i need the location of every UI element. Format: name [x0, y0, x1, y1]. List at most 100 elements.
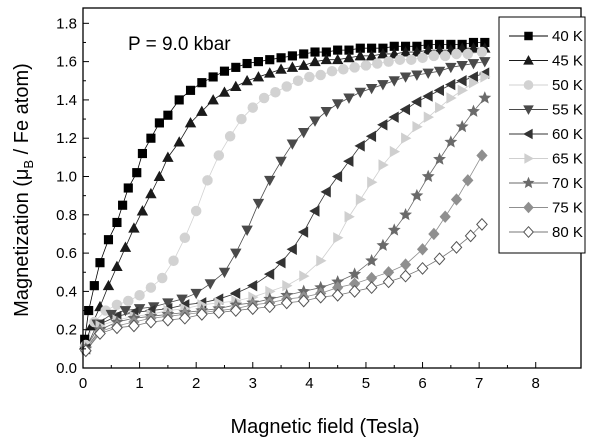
- legend: 40 K 45 K 50 K 55 K 60 K 65 K 70 K 75 K 80 K: [498, 16, 586, 254]
- data-point-50K: [145, 282, 157, 293]
- data-point-50K: [304, 71, 315, 83]
- data-point-80K: [195, 307, 208, 321]
- legend-marker: [524, 153, 534, 164]
- data-point-40K: [103, 235, 114, 245]
- legend-marker: [524, 31, 533, 41]
- data-point-50K: [236, 113, 247, 125]
- data-point-55K: [252, 198, 265, 210]
- data-point-80K: [246, 302, 259, 316]
- data-point-45K: [119, 241, 132, 252]
- legend-label: 75 K: [552, 200, 583, 217]
- y-tick-label: 0.8: [56, 207, 77, 224]
- legend-marker: [522, 176, 535, 189]
- x-tick-label: 3: [249, 375, 257, 392]
- data-point-60K: [286, 243, 297, 255]
- data-point-50K: [349, 62, 360, 73]
- data-point-60K: [275, 256, 286, 269]
- data-point-45K: [297, 59, 310, 70]
- data-point-80K: [94, 327, 106, 340]
- data-point-45K: [241, 74, 253, 86]
- data-point-45K: [399, 46, 412, 57]
- data-point-55K: [365, 83, 378, 95]
- data-point-65K: [435, 101, 446, 114]
- data-point-60K: [246, 279, 258, 292]
- data-point-55K: [422, 68, 434, 79]
- data-point-65K: [423, 111, 435, 123]
- data-point-40K: [265, 55, 275, 65]
- x-tick-label: 2: [192, 375, 200, 392]
- data-point-50K: [383, 56, 394, 67]
- data-point-65K: [355, 193, 367, 206]
- y-tick-label: 1.8: [56, 15, 77, 32]
- data-point-50K: [247, 102, 259, 113]
- data-point-55K: [275, 156, 287, 168]
- data-point-55K: [445, 62, 457, 74]
- data-point-80K: [212, 306, 225, 319]
- data-point-55K: [286, 139, 299, 150]
- data-point-50K: [372, 58, 383, 69]
- legend-label: 55 K: [552, 102, 583, 119]
- data-point-75K: [428, 227, 440, 241]
- y-tick-label: 0.6: [56, 245, 77, 262]
- data-point-40K: [242, 58, 252, 69]
- data-point-40K: [333, 45, 343, 55]
- data-point-55K: [264, 175, 276, 187]
- data-point-40K: [174, 95, 184, 105]
- data-point-50K: [292, 75, 304, 87]
- data-point-55K: [411, 70, 423, 81]
- data-point-45K: [111, 260, 123, 271]
- legend-label: 70 K: [552, 175, 583, 192]
- data-point-40K: [154, 118, 164, 128]
- data-point-65K: [333, 232, 344, 244]
- data-point-40K: [253, 57, 263, 67]
- data-point-50K: [462, 48, 474, 60]
- data-point-55K: [162, 298, 174, 309]
- data-point-40K: [287, 51, 297, 61]
- data-point-70K: [376, 238, 390, 251]
- data-point-80K: [433, 252, 446, 266]
- pressure-annotation: P = 9.0 kbar: [128, 34, 231, 55]
- data-point-80K: [178, 311, 191, 325]
- legend-label: 50 K: [552, 77, 583, 94]
- data-point-55K: [176, 294, 188, 305]
- data-point-40K: [197, 78, 207, 88]
- data-point-55K: [433, 66, 446, 78]
- data-point-45K: [354, 50, 367, 61]
- data-point-50K: [111, 299, 123, 311]
- data-point-45K: [207, 94, 219, 105]
- legend-marker: [523, 105, 534, 115]
- data-point-80K: [331, 288, 344, 302]
- data-point-55K: [331, 99, 344, 110]
- data-point-50K: [270, 87, 281, 98]
- data-point-45K: [184, 117, 197, 128]
- y-axis-ticks: 0.0 0.2 0.4 0.6 0.8 1.0 1.2 1.4 1.6 1.8: [56, 15, 89, 377]
- data-point-55K: [399, 72, 412, 83]
- data-point-60K: [388, 111, 399, 123]
- legend-label: 60 K: [552, 126, 583, 143]
- legend-label: 45 K: [552, 53, 583, 70]
- data-point-45K: [377, 48, 389, 59]
- data-point-80K: [111, 321, 123, 335]
- data-point-65K: [446, 92, 457, 104]
- data-point-55K: [241, 225, 253, 236]
- data-point-45K: [320, 53, 333, 65]
- data-point-55K: [309, 116, 321, 127]
- data-point-50K: [338, 64, 349, 75]
- x-axis-title: Magnetic field (Tesla): [231, 416, 420, 438]
- data-point-55K: [119, 306, 132, 317]
- y-tick-label: 1.6: [56, 54, 77, 71]
- data-point-50K: [224, 131, 236, 142]
- data-point-40K: [123, 183, 133, 193]
- data-point-45K: [264, 67, 276, 78]
- data-point-40K: [146, 133, 156, 143]
- data-point-55K: [377, 80, 389, 91]
- data-point-50K: [360, 60, 372, 71]
- data-point-75K: [399, 258, 412, 271]
- data-point-60K: [343, 155, 354, 167]
- data-point-55K: [467, 59, 480, 70]
- x-tick-label: 0: [79, 375, 87, 392]
- data-point-80K: [280, 296, 293, 310]
- x-tick-label: 7: [475, 375, 483, 392]
- legend-marker: [523, 55, 534, 65]
